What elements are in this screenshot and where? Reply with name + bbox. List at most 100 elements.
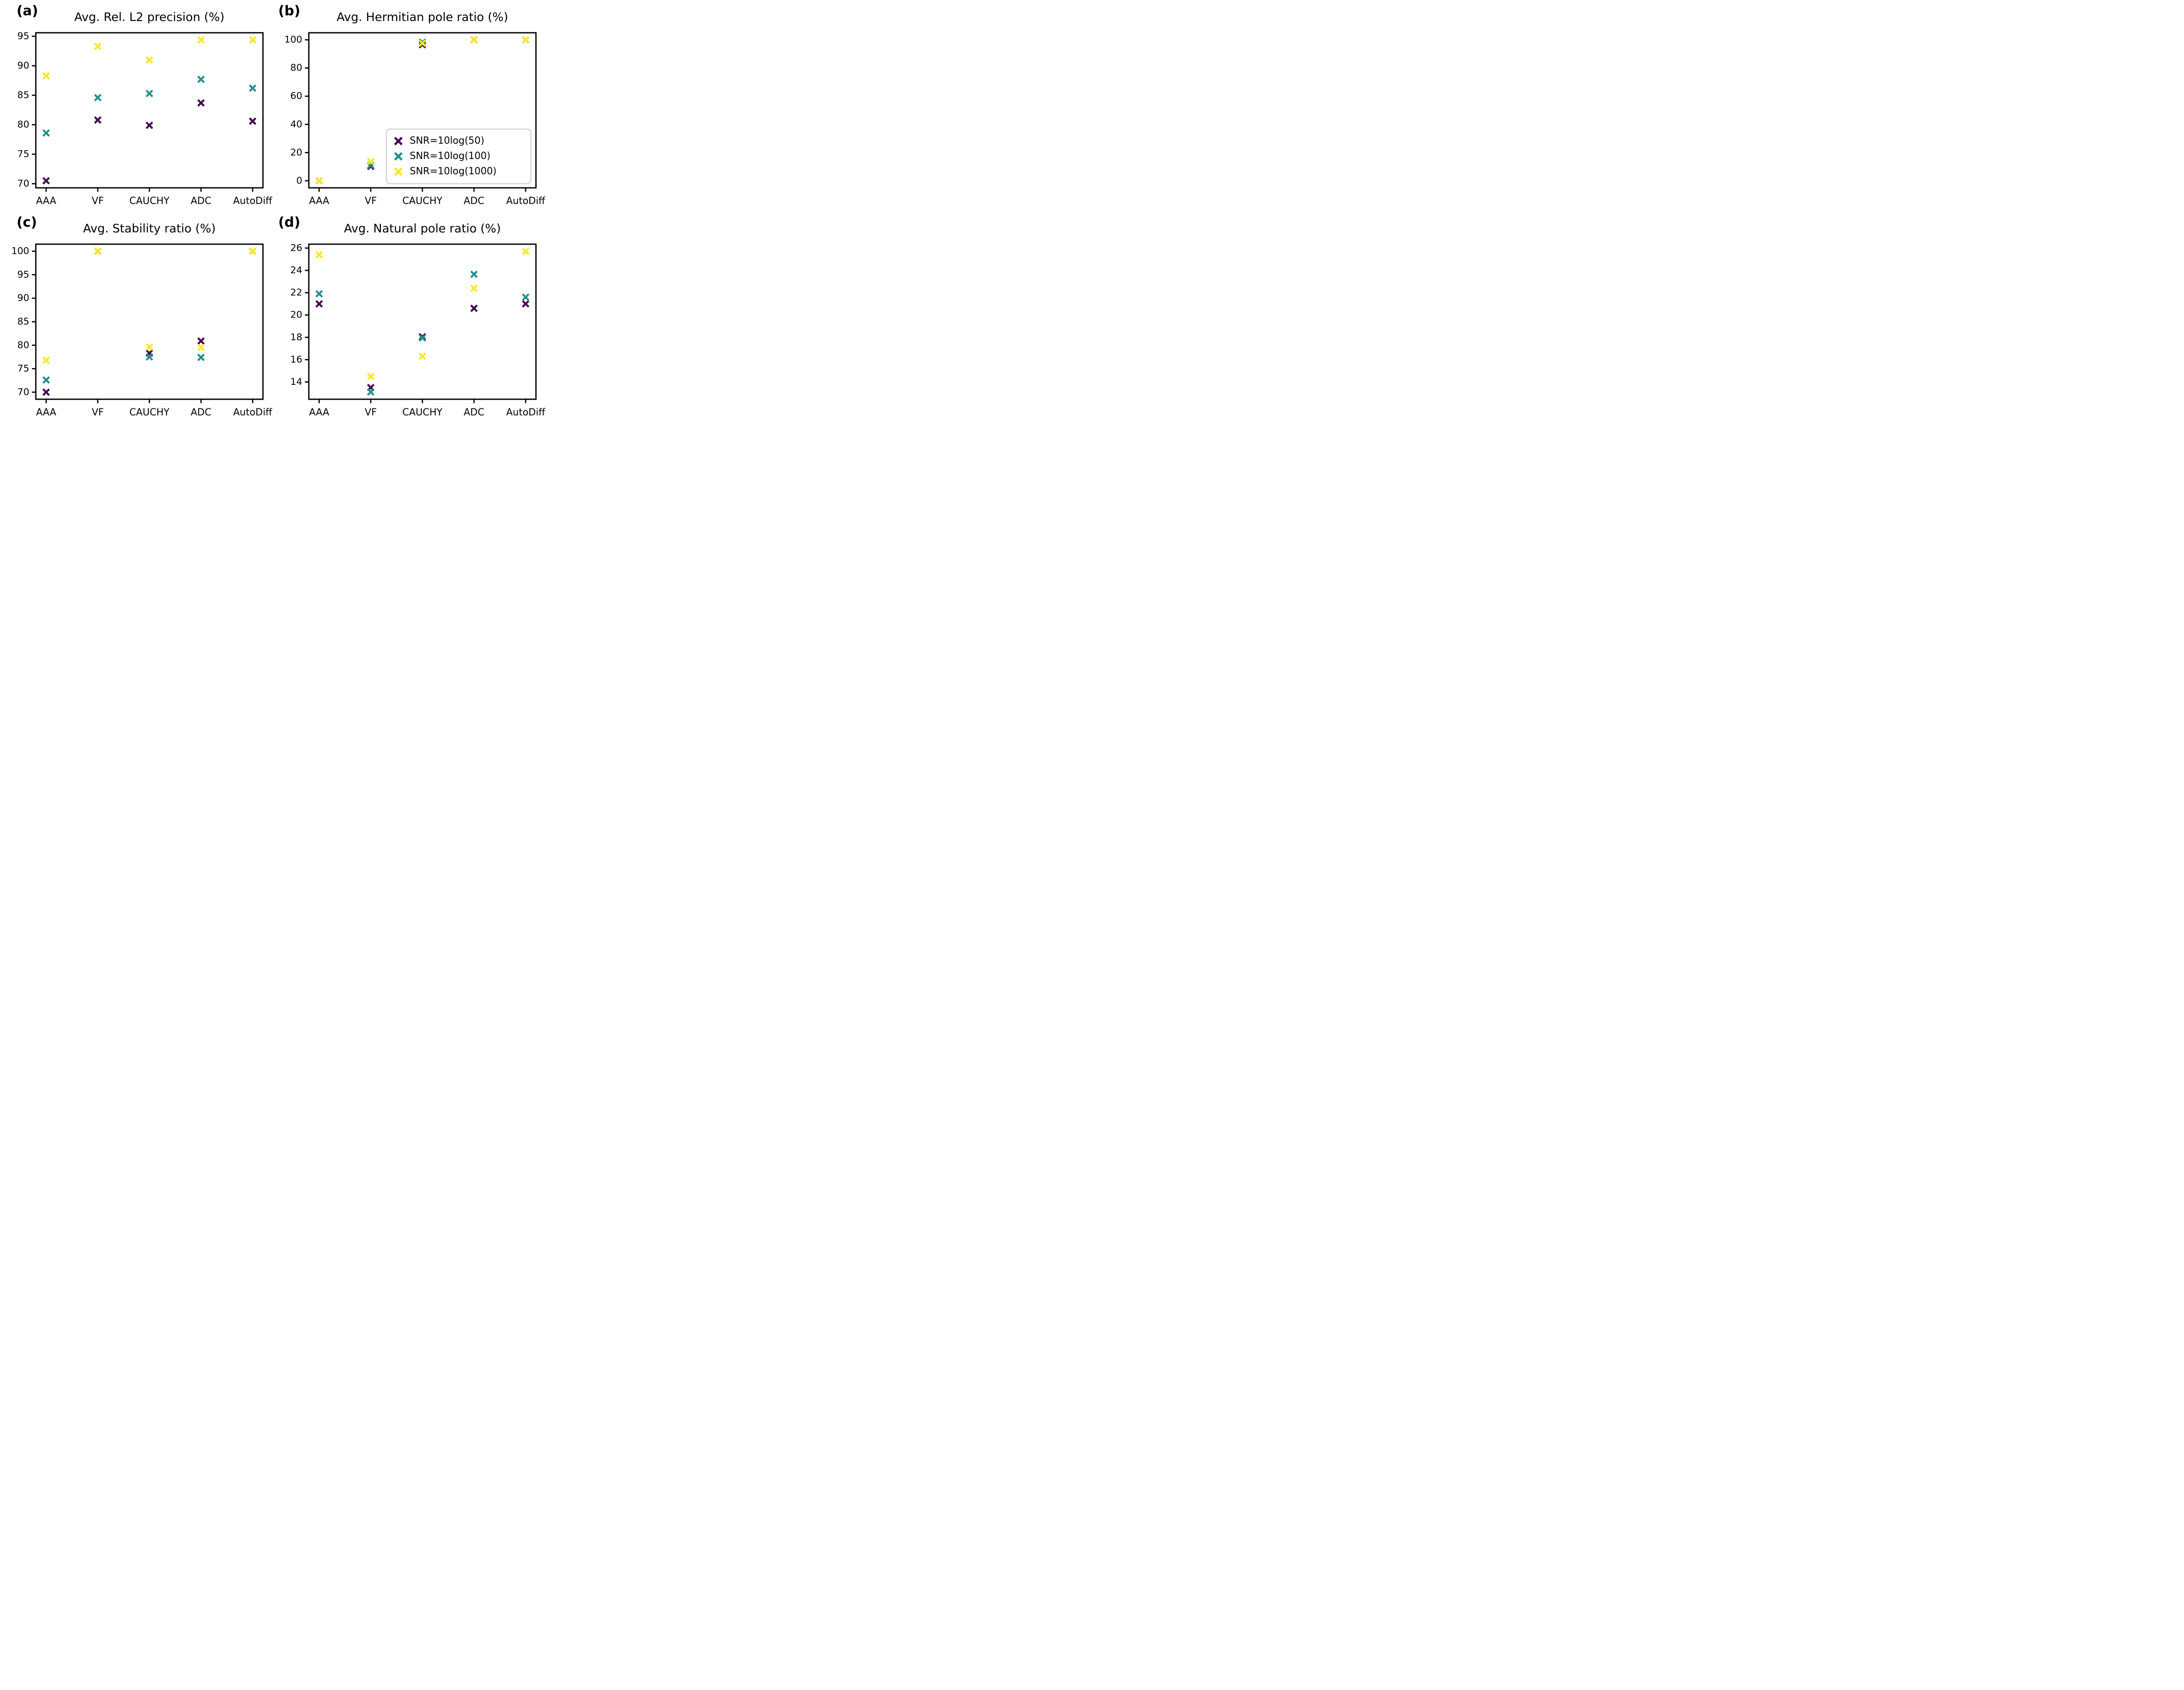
y-tick-label: 90 — [17, 293, 29, 304]
y-tick-label: 20 — [290, 310, 302, 321]
x-category-label: ADC — [464, 196, 484, 207]
x-category-label: CAUCHY — [129, 196, 169, 207]
axes-spines — [308, 243, 537, 400]
panel-b: 0 20 40 60 80 100 AAA VF CAUCHY ADC AutoDiff (b) A… — [273, 0, 546, 211]
x-category-label: AutoDiff — [233, 407, 273, 418]
legend-label: SNR=10log(50) — [410, 135, 484, 146]
y-tick-label: 60 — [290, 91, 302, 102]
x-category-label: AAA — [36, 407, 56, 418]
x-category-label: AAA — [309, 407, 329, 418]
marker-x — [197, 337, 205, 345]
plot-area-a: 70 75 80 85 90 95 AAA VF CAUCHY ADC AutoDiff — [17, 31, 273, 207]
panel-title-c: Avg. Stability ratio (%) — [83, 222, 216, 235]
y-tick-label: 90 — [17, 60, 29, 71]
panel-label-a: (a) — [17, 3, 38, 19]
x-marker-icon — [394, 167, 403, 176]
marker-x — [394, 136, 403, 145]
marker-x — [94, 42, 102, 50]
marker-x — [197, 344, 205, 352]
marker-x — [470, 304, 478, 312]
marker-x — [145, 353, 153, 361]
legend-label: SNR=10log(1000) — [410, 166, 497, 177]
x-category-label: VF — [365, 196, 377, 207]
y-tick-label: 75 — [17, 149, 29, 160]
y-tick-label: 14 — [290, 377, 302, 387]
y-tick-label: 40 — [290, 119, 302, 130]
marker-x — [470, 284, 478, 292]
y-tick-label: 85 — [17, 316, 29, 327]
y-tick-label: 20 — [290, 147, 302, 158]
marker-x — [42, 388, 50, 396]
x-category-label: AutoDiff — [506, 407, 546, 418]
y-tick-label: 22 — [290, 287, 302, 298]
panel-title-b: Avg. Hermitian pole ratio (%) — [336, 10, 508, 24]
panel-title-a: Avg. Rel. L2 precision (%) — [74, 10, 225, 24]
marker-x — [367, 373, 375, 380]
marker-x — [42, 129, 50, 137]
plot-area-b: 0 20 40 60 80 100 AAA VF CAUCHY ADC AutoDiff — [284, 32, 546, 207]
x-category-label: AutoDiff — [233, 196, 273, 207]
legend: SNR=10log(50) SNR=10log(100) SNR=10log(1… — [386, 128, 532, 184]
marker-x — [145, 56, 153, 64]
marker-x — [42, 177, 50, 185]
axes-spines — [308, 32, 537, 189]
legend-item: SNR=10log(1000) — [393, 166, 524, 177]
marker-x — [315, 290, 323, 298]
x-category-label: CAUCHY — [129, 407, 169, 418]
x-category-label: VF — [92, 196, 104, 207]
marker-x — [470, 270, 478, 278]
x-category-label: AutoDiff — [506, 196, 546, 207]
marker-x — [367, 158, 375, 166]
panel-label-d: (d) — [278, 214, 301, 230]
marker-x — [418, 39, 426, 47]
y-tick-label: 0 — [296, 175, 302, 186]
legend-label: SNR=10log(100) — [410, 150, 491, 162]
y-tick-label: 70 — [17, 178, 29, 189]
panel-c: 70 75 80 85 90 95 100 AAA VF CAUCHY ADC AutoDiff (c… — [0, 211, 273, 422]
marker-x — [249, 36, 256, 44]
panel-d: 14 16 18 20 22 24 26 AAA VF CAUCHY ADC AutoDiff (d)… — [273, 211, 546, 422]
marker-x — [94, 116, 102, 124]
marker-x — [418, 353, 426, 360]
panel-label-b: (b) — [278, 3, 301, 19]
marker-x — [394, 152, 403, 161]
x-category-label: VF — [92, 407, 104, 418]
marker-x — [94, 93, 102, 102]
y-tick-label: 100 — [11, 246, 29, 257]
y-tick-label: 80 — [17, 340, 29, 351]
marker-x — [522, 248, 529, 256]
x-category-label: AAA — [309, 196, 329, 207]
marker-x — [42, 72, 50, 80]
y-tick-label: 95 — [17, 269, 29, 280]
marker-x — [522, 293, 529, 301]
y-tick-label: 16 — [290, 354, 302, 365]
x-marker-icon — [394, 152, 403, 161]
y-tick-label: 26 — [290, 242, 302, 253]
marker-x — [418, 334, 426, 342]
marker-x — [522, 300, 529, 308]
y-tick-label: 80 — [17, 119, 29, 130]
x-category-label: CAUCHY — [402, 407, 442, 418]
marker-x — [42, 356, 50, 364]
y-tick-label: 95 — [17, 31, 29, 42]
marker-x — [249, 247, 256, 255]
plot-area-d: 14 16 18 20 22 24 26 AAA VF CAUCHY ADC AutoDiff — [290, 242, 546, 418]
marker-x — [197, 36, 205, 44]
panel-label-c: (c) — [17, 214, 37, 230]
marker-x — [522, 36, 529, 44]
legend-item: SNR=10log(50) — [393, 136, 524, 146]
plot-area-c: 70 75 80 85 90 95 100 AAA VF CAUCHY ADC AutoDiff — [11, 243, 273, 418]
marker-x — [145, 121, 153, 129]
marker-x — [470, 36, 478, 44]
marker-x — [418, 41, 426, 49]
y-tick-label: 24 — [290, 265, 302, 276]
y-tick-label: 100 — [284, 35, 302, 45]
legend-item: SNR=10log(100) — [393, 151, 524, 162]
marker-x — [315, 251, 323, 259]
y-tick-label: 75 — [17, 363, 29, 374]
x-category-label: VF — [365, 407, 377, 418]
axes-spines — [35, 32, 264, 189]
y-tick-label: 18 — [290, 332, 302, 343]
marker-x — [145, 343, 153, 351]
marker-x — [197, 99, 205, 107]
